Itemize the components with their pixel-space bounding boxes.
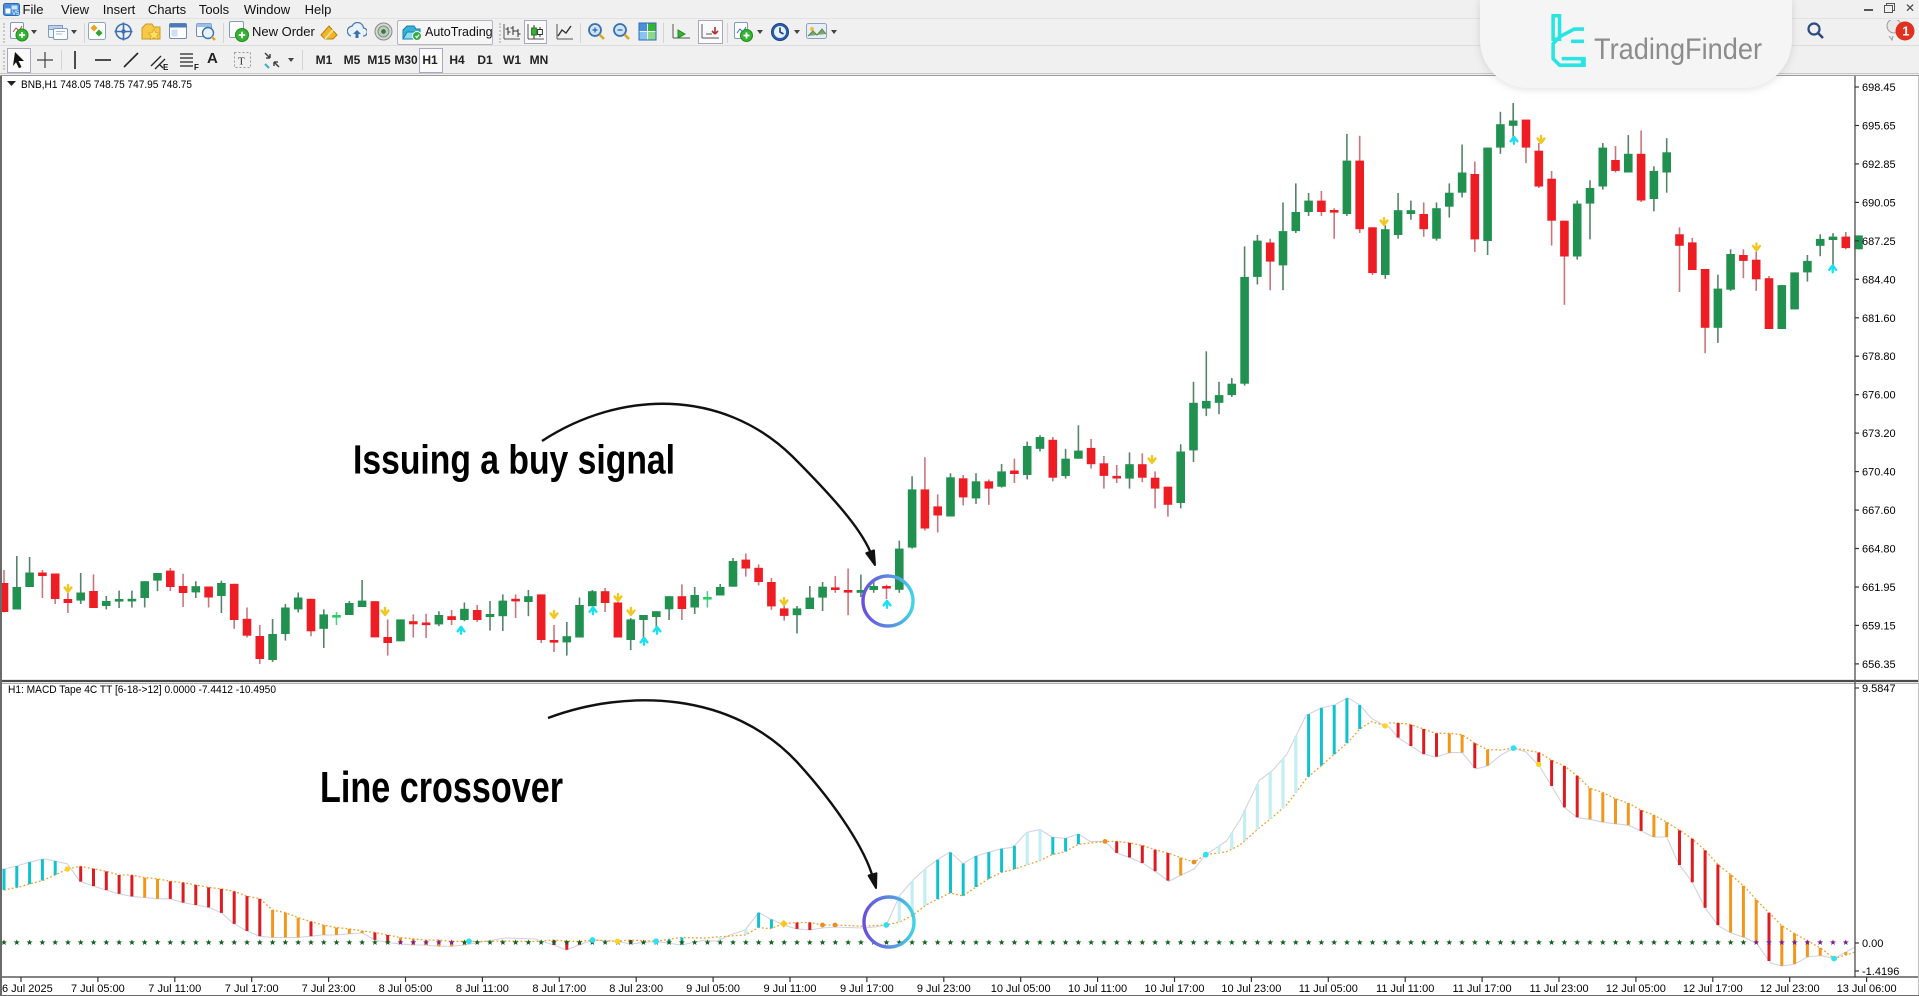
svg-text:9.5847: 9.5847 xyxy=(1862,683,1896,695)
svg-text:10 Jul 11:00: 10 Jul 11:00 xyxy=(1068,983,1127,995)
svg-text:0.00: 0.00 xyxy=(1862,938,1883,950)
svg-text:698.45: 698.45 xyxy=(1862,82,1896,94)
svg-text:9 Jul 11:00: 9 Jul 11:00 xyxy=(763,983,816,995)
svg-text:670.40: 670.40 xyxy=(1862,467,1896,479)
svg-text:8 Jul 23:00: 8 Jul 23:00 xyxy=(609,983,663,995)
svg-text:7 Jul 17:00: 7 Jul 17:00 xyxy=(225,983,279,995)
svg-text:T: T xyxy=(238,56,245,68)
svg-text:8 Jul 05:00: 8 Jul 05:00 xyxy=(379,983,433,995)
svg-text:684.40: 684.40 xyxy=(1862,274,1896,286)
svg-text:-1.4196: -1.4196 xyxy=(1862,966,1899,978)
svg-text:664.80: 664.80 xyxy=(1862,544,1896,556)
svg-text:TradingFinder: TradingFinder xyxy=(1594,33,1762,66)
svg-text:E: E xyxy=(163,63,169,71)
svg-text:11 Jul 17:00: 11 Jul 17:00 xyxy=(1453,983,1512,995)
svg-text:BNB,H1 748.05 748.75 747.95 7: BNB,H1 748.05 748.75 747.95 748.75 xyxy=(21,79,192,91)
svg-text:656.35: 656.35 xyxy=(1862,659,1896,671)
svg-text:11 Jul 23:00: 11 Jul 23:00 xyxy=(1529,983,1588,995)
svg-text:Issuing a buy signal: Issuing a buy signal xyxy=(353,437,675,483)
svg-text:10 Jul 23:00: 10 Jul 23:00 xyxy=(1221,983,1281,995)
svg-text:695.65: 695.65 xyxy=(1862,121,1896,133)
svg-text:12 Jul 23:00: 12 Jul 23:00 xyxy=(1760,983,1820,995)
svg-text:13 Jul 06:00: 13 Jul 06:00 xyxy=(1837,983,1897,995)
svg-text:7 Jul 23:00: 7 Jul 23:00 xyxy=(302,983,356,995)
svg-text:Line crossover: Line crossover xyxy=(320,763,563,812)
svg-text:11 Jul 11:00: 11 Jul 11:00 xyxy=(1376,983,1434,995)
svg-text:687.25: 687.25 xyxy=(1862,236,1896,248)
svg-text:678.80: 678.80 xyxy=(1862,351,1896,363)
svg-text:9 Jul 23:00: 9 Jul 23:00 xyxy=(917,983,971,995)
svg-text:690.05: 690.05 xyxy=(1862,197,1896,209)
svg-text:7 Jul 11:00: 7 Jul 11:00 xyxy=(148,983,201,995)
svg-text:673.20: 673.20 xyxy=(1862,428,1896,440)
svg-text:667.60: 667.60 xyxy=(1862,505,1896,517)
svg-text:11 Jul 05:00: 11 Jul 05:00 xyxy=(1299,983,1358,995)
svg-text:661.95: 661.95 xyxy=(1862,582,1896,594)
svg-text:10 Jul 17:00: 10 Jul 17:00 xyxy=(1145,983,1205,995)
svg-text:12 Jul 17:00: 12 Jul 17:00 xyxy=(1683,983,1743,995)
svg-text:F: F xyxy=(194,63,199,71)
svg-text:676.00: 676.00 xyxy=(1862,390,1896,402)
svg-text:7 Jul 05:00: 7 Jul 05:00 xyxy=(71,983,125,995)
svg-text:9 Jul 05:00: 9 Jul 05:00 xyxy=(686,983,740,995)
svg-text:H1: MACD Tape 4C TT [6-18->12]: H1: MACD Tape 4C TT [6-18->12] 0.0000 -7… xyxy=(8,684,276,696)
svg-text:659.15: 659.15 xyxy=(1862,620,1896,632)
svg-text:8 Jul 17:00: 8 Jul 17:00 xyxy=(532,983,586,995)
svg-text:V5: V5 xyxy=(12,11,20,17)
svg-text:8 Jul 11:00: 8 Jul 11:00 xyxy=(456,983,509,995)
svg-text:12 Jul 05:00: 12 Jul 05:00 xyxy=(1606,983,1666,995)
svg-text:10 Jul 05:00: 10 Jul 05:00 xyxy=(991,983,1051,995)
svg-text:6 Jul 2025: 6 Jul 2025 xyxy=(2,983,53,995)
svg-text:681.60: 681.60 xyxy=(1862,313,1896,325)
svg-text:1: 1 xyxy=(1902,24,1909,39)
svg-text:9 Jul 17:00: 9 Jul 17:00 xyxy=(840,983,894,995)
svg-text:692.85: 692.85 xyxy=(1862,159,1896,171)
